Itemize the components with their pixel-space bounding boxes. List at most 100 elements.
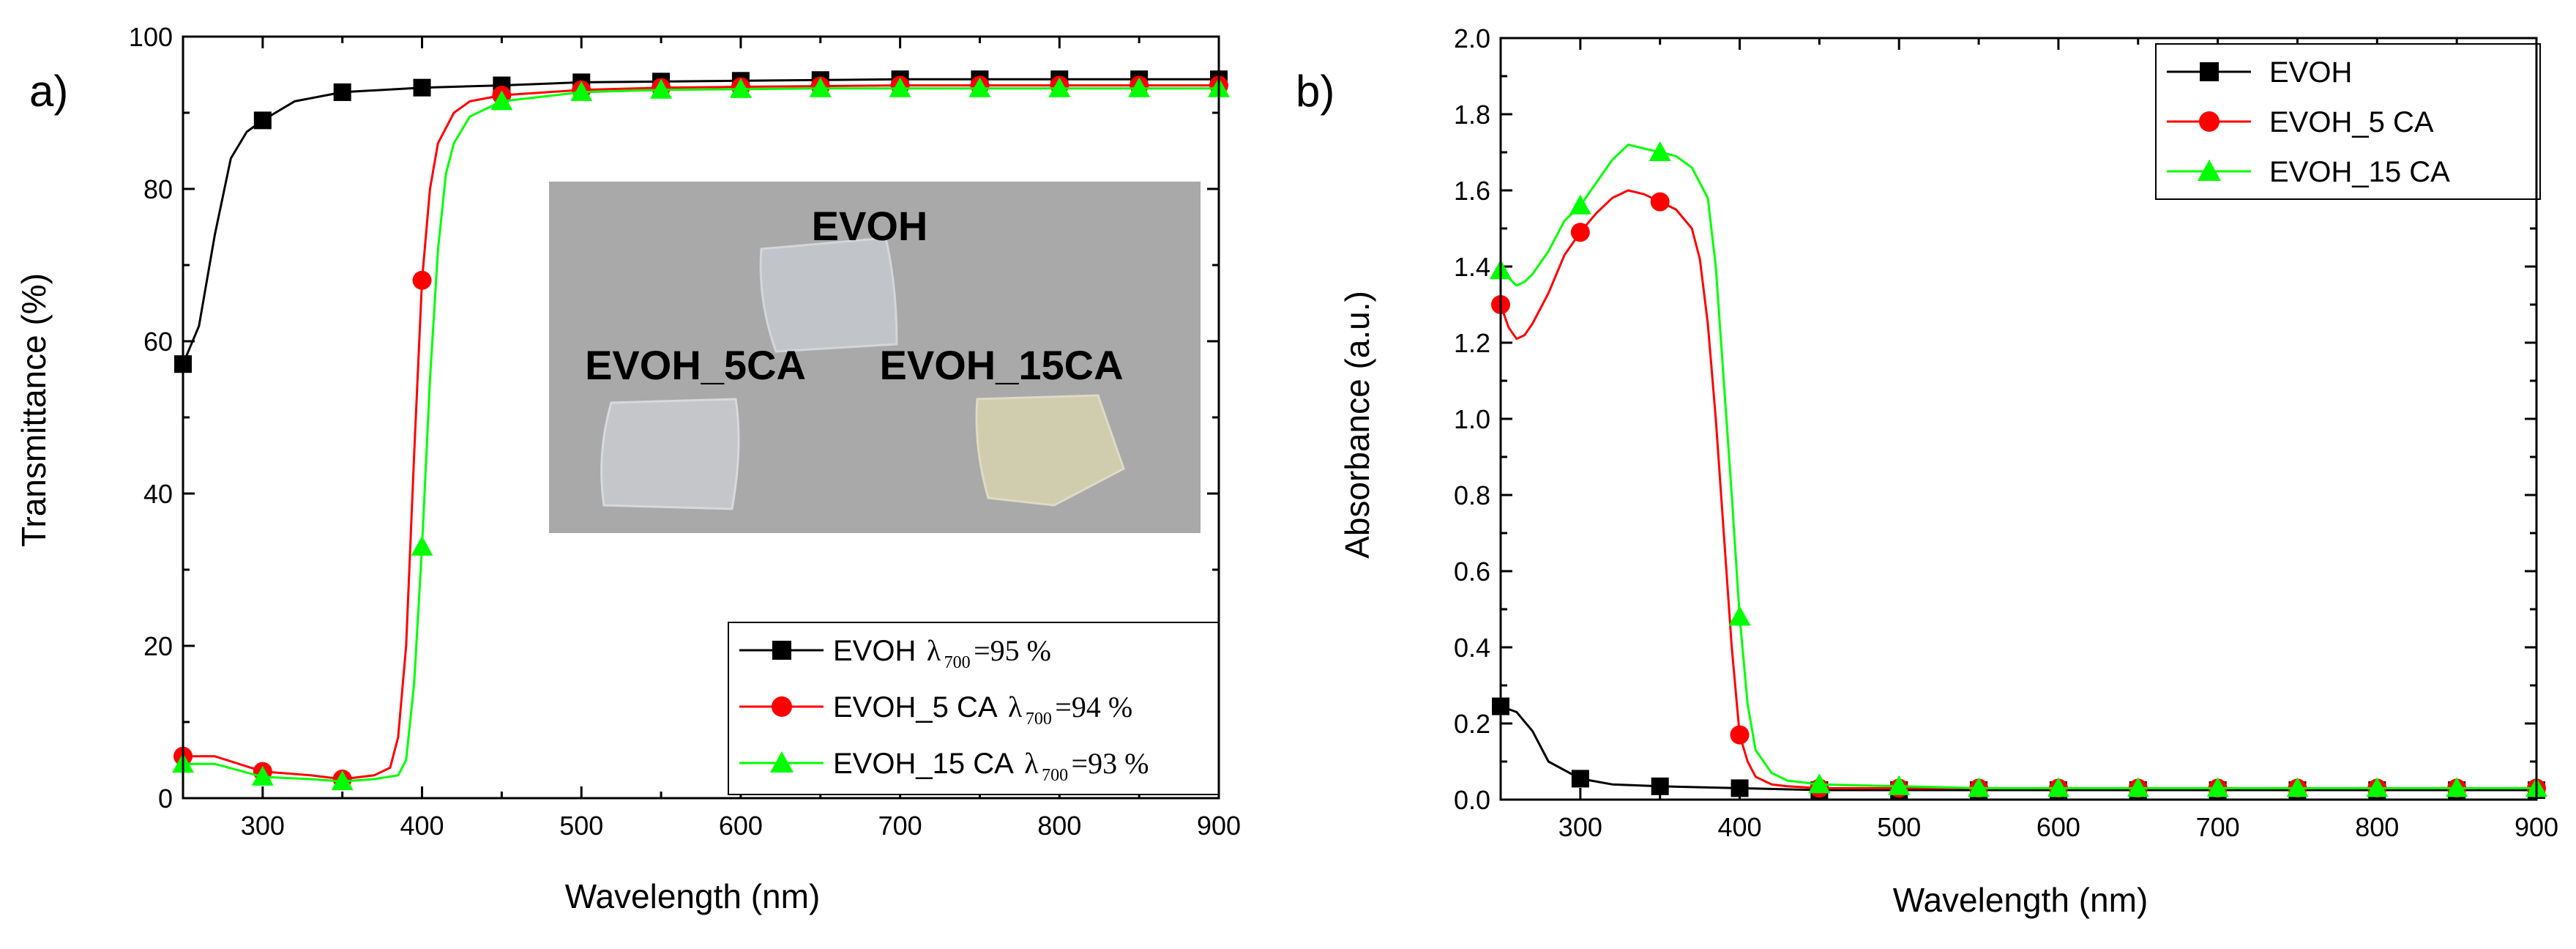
svg-text:EVOH λ 700: EVOH λ 700 =95 %	[833, 634, 1051, 672]
legend-a-name-evoh-5ca: EVOH_5 CA	[833, 691, 998, 723]
data-point-evoh	[1571, 770, 1589, 788]
x-tick-label: 800	[2355, 812, 2399, 842]
legend-a-name-evoh-15ca: EVOH_15 CA	[833, 748, 1014, 780]
plot-frame-a	[182, 35, 1220, 800]
data-point-evoh-15-ca	[729, 78, 752, 98]
data-point-evoh-5-ca	[1570, 223, 1590, 242]
legend-a-value-evoh-5ca: =94 %	[1055, 691, 1132, 723]
legend-a-lambda-evoh: λ	[927, 634, 941, 667]
data-point-evoh	[1651, 777, 1669, 795]
y-tick-label: 80	[143, 174, 173, 204]
data-point-evoh-15-ca	[1649, 141, 1671, 161]
chart-a: a) Transmittance (%) Wavelength (nm) 300…	[15, 22, 1241, 915]
legend-a-sub-evoh-5ca: 700	[1026, 710, 1052, 729]
legend-b-label-evoh-5ca: EVOH_5 CA	[2269, 106, 2434, 138]
data-point-evoh-5-ca	[1650, 192, 1670, 212]
legend-a-lambda-evoh-15ca: λ	[1024, 747, 1039, 780]
y-tick-label: 40	[143, 479, 173, 509]
data-point-evoh-15-ca	[2127, 777, 2149, 797]
inset-label-evoh-15ca: EVOH_15CA	[879, 342, 1123, 388]
data-point-evoh-15-ca	[650, 78, 673, 99]
series-group-a	[172, 70, 1230, 791]
y-tick-label: 1.6	[1454, 176, 1490, 206]
legend-a-sub-evoh-15ca: 700	[1042, 766, 1068, 785]
data-point-evoh-15-ca	[1128, 77, 1151, 97]
x-tick-label: 300	[1558, 812, 1602, 842]
data-point-evoh	[413, 78, 431, 97]
y-tick-label: 1.0	[1454, 404, 1490, 434]
x-tick-label: 700	[2196, 812, 2240, 842]
evoh-film-sample	[759, 237, 898, 353]
plot-frame-b	[1499, 37, 2538, 801]
legend-a-sub-evoh: 700	[944, 653, 971, 672]
data-point-evoh-5-ca	[1730, 725, 1750, 745]
x-tick-label: 600	[719, 811, 763, 841]
x-tick-label: 400	[400, 811, 444, 841]
y-tick-label: 0	[158, 784, 173, 814]
data-point-evoh	[333, 83, 351, 101]
legend-b-label-evoh: EVOH	[2269, 56, 2352, 89]
data-point-evoh-15-ca	[1808, 773, 1831, 794]
x-axis-label-a: Wavelength (nm)	[565, 877, 821, 915]
y-tick-label: 1.8	[1454, 100, 1490, 130]
y-tick-label: 100	[129, 22, 173, 52]
y-tick-label: 1.4	[1454, 252, 1490, 282]
data-point-evoh-15-ca	[2446, 777, 2468, 797]
inset-label-evoh-5ca: EVOH_5CA	[585, 342, 806, 388]
legend-b-marker-evoh-5ca	[2199, 111, 2220, 132]
series-line-evoh-5-ca	[1499, 189, 2536, 789]
data-point-evoh-15-ca	[490, 90, 513, 111]
y-tick-label: 0.4	[1454, 633, 1490, 663]
inset-photo: EVOH EVOH_5CA EVOH_15CA	[549, 182, 1201, 533]
legend-a-item-evoh-15ca: EVOH_15 CA λ 700 =93 %	[739, 747, 1149, 785]
data-point-evoh-15-ca	[1048, 77, 1071, 97]
y-tick-label: 20	[143, 631, 173, 661]
y-tick-label: 60	[143, 327, 173, 357]
legend-a-item-evoh: EVOH λ 700 =95 %	[739, 634, 1051, 672]
x-tick-label: 400	[1717, 812, 1761, 842]
data-point-evoh-15-ca	[2047, 777, 2069, 797]
data-point-evoh-15-ca	[968, 77, 991, 97]
data-point-evoh-15-ca	[889, 77, 911, 97]
evoh-5ca-film-sample	[600, 398, 740, 510]
legend-b: EVOH EVOH_5 CA EVOH_15 CA	[2155, 43, 2541, 200]
data-point-evoh	[253, 111, 272, 130]
chart-b: b) Absorbance (a.u.) Wavelength (nm) 300…	[1296, 23, 2558, 919]
x-tick-label: 900	[2515, 812, 2558, 842]
legend-a-item-evoh-5ca: EVOH_5 CA λ 700 =94 %	[739, 691, 1132, 729]
legend-b-marker-evoh	[2200, 62, 2219, 81]
y-axis-label-b: Absorbance (a.u.)	[1338, 291, 1376, 559]
x-axis-label-b: Wavelength (nm)	[1893, 881, 2148, 919]
legend-b-marker-evoh-15ca	[2198, 160, 2221, 181]
data-point-evoh-15-ca	[251, 765, 274, 786]
svg-text:EVOH_5 CA λ: EVOH_5 CA λ 700 =94 %	[833, 691, 1132, 729]
data-point-evoh-5-ca	[412, 270, 432, 290]
legend-a-name-evoh: EVOH	[833, 635, 916, 667]
legend-a-lambda-evoh-5ca: λ	[1008, 691, 1023, 723]
legend-b-item-evoh-15ca: EVOH_15 CA	[2167, 156, 2450, 188]
data-point-evoh-15-ca	[1728, 606, 1751, 626]
series-line-evoh-15-ca	[1499, 144, 2536, 789]
panel-label-b: b)	[1296, 67, 1334, 116]
data-point-evoh-15-ca	[411, 535, 433, 556]
data-point-evoh-15-ca	[1888, 775, 1911, 795]
x-tick-label: 600	[2036, 812, 2080, 842]
y-tick-label: 0.8	[1454, 480, 1490, 510]
data-point-evoh-15-ca	[1569, 194, 1591, 215]
x-tick-label: 800	[1037, 811, 1081, 841]
y-tick-label: 0.6	[1454, 557, 1490, 587]
legend-a-marker-evoh	[772, 641, 791, 660]
series-line-evoh	[1500, 705, 2536, 792]
x-tick-label: 900	[1197, 811, 1241, 841]
legend-a-marker-evoh-15ca	[770, 751, 794, 773]
series-group-b	[1490, 141, 2547, 799]
y-tick-label: 2.0	[1454, 23, 1490, 53]
data-point-evoh-15-ca	[1968, 777, 1990, 797]
legend-a-marker-evoh-5ca	[772, 696, 792, 717]
legend-b-item-evoh: EVOH	[2167, 56, 2352, 89]
data-point-evoh	[1731, 779, 1749, 797]
data-point-evoh-15-ca	[331, 770, 354, 791]
x-tick-label: 500	[1877, 812, 1921, 842]
legend-b-item-evoh-5ca: EVOH_5 CA	[2167, 106, 2434, 138]
